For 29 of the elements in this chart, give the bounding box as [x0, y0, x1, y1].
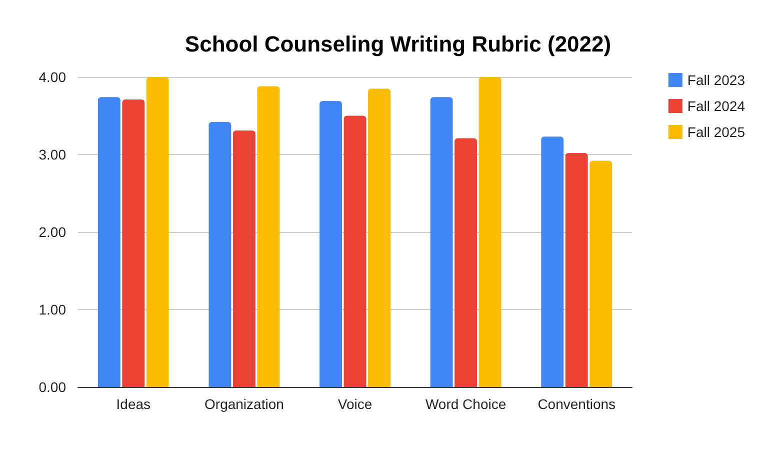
y-tick-label: 4.00 — [38, 69, 66, 85]
bar — [478, 77, 502, 387]
bar — [257, 86, 280, 387]
bar — [232, 130, 256, 387]
bar — [430, 97, 453, 387]
x-tick-label: Word Choice — [425, 396, 506, 412]
bar — [98, 97, 120, 387]
bar — [454, 138, 478, 387]
legend-label: Fall 2024 — [687, 98, 746, 114]
bar — [146, 77, 169, 387]
x-tick-label: Organization — [204, 396, 284, 412]
bar — [565, 152, 588, 387]
x-tick-label: Conventions — [538, 396, 616, 412]
bar — [541, 136, 564, 387]
chart-title: School Counseling Writing Rubric (2022) — [184, 32, 612, 56]
legend-label: Fall 2025 — [687, 124, 746, 140]
legend-label: Fall 2023 — [687, 72, 746, 88]
y-tick-label: 1.00 — [38, 302, 66, 318]
bar — [208, 122, 232, 387]
bar — [122, 99, 145, 387]
x-tick-label: Voice — [338, 396, 372, 412]
bar — [320, 101, 342, 387]
bar — [344, 116, 366, 387]
y-tick-label: 3.00 — [38, 146, 66, 162]
bar — [368, 88, 390, 387]
x-tick-label: Ideas — [116, 396, 151, 412]
bar — [590, 160, 612, 387]
y-tick-label: 2.00 — [38, 224, 66, 240]
y-tick-label: 0.00 — [38, 379, 66, 395]
